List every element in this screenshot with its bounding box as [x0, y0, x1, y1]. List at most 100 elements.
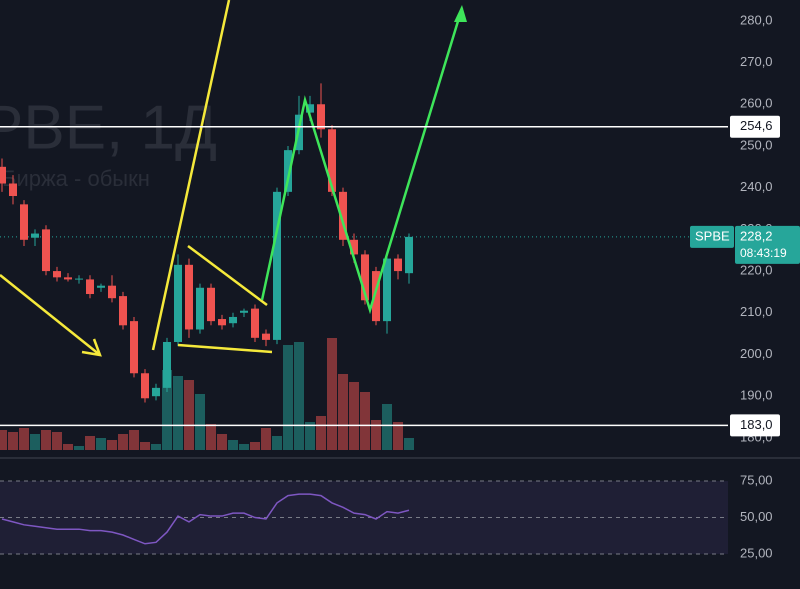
volume-bar [63, 444, 73, 450]
wedge-line [177, 343, 273, 354]
symbol-label: SPBE [695, 228, 730, 243]
volume-bar [151, 444, 161, 450]
forecast-path [260, 7, 464, 315]
candle-body [405, 236, 413, 274]
volume-bar [382, 404, 392, 450]
arrow-head [454, 5, 467, 22]
price-label: 254,6 [740, 118, 773, 133]
y-tick-label: 270,0 [740, 54, 773, 69]
candle-body [350, 239, 358, 255]
volume-bar [283, 345, 293, 450]
volume-bar [8, 432, 18, 450]
candle-body [119, 296, 127, 326]
candle-body [108, 285, 116, 299]
price-label-box [730, 414, 780, 437]
volume-bar [184, 380, 194, 450]
volume-bar [239, 444, 249, 450]
volume-bar [261, 428, 271, 450]
price-label-box [730, 115, 780, 138]
candle-body [240, 310, 248, 313]
y-tick-label: 220,0 [740, 263, 773, 278]
watermark: PBE, 1Д [0, 93, 217, 162]
candle-body [64, 277, 72, 280]
y-tick-label: 250,0 [740, 137, 773, 152]
candle-body [284, 150, 292, 192]
candle-body [251, 308, 259, 338]
volume-bar [0, 430, 7, 450]
volume-bar [272, 436, 282, 450]
y-tick-label: 280,0 [740, 12, 773, 27]
volume-bar [338, 374, 348, 450]
watermark-sub: Биржа - обыкн [2, 166, 150, 191]
price-label: 183,0 [740, 417, 773, 432]
y-tick-label: 190,0 [740, 388, 773, 403]
volume-bar [228, 440, 238, 450]
volume-bar [206, 424, 216, 450]
candle-body [306, 104, 314, 113]
volume-bar [52, 432, 62, 450]
volume-bar [305, 422, 315, 450]
volume-bar [371, 420, 381, 450]
candle-body [207, 287, 215, 322]
candle-body [163, 341, 171, 388]
volume-bar [107, 440, 117, 450]
volume-bar [96, 438, 106, 450]
volume-bar [294, 342, 304, 450]
volume-bar [250, 442, 260, 450]
candle-body [372, 271, 380, 322]
volume-bar [140, 442, 150, 450]
candle-body [196, 287, 204, 330]
volume-bar [327, 338, 337, 450]
volume-bar [118, 434, 128, 450]
candle-body [31, 233, 39, 238]
volume-bar [85, 436, 95, 450]
candle-body [86, 279, 94, 295]
candle-body [174, 264, 182, 342]
volume-bar [360, 392, 370, 450]
candle-body [218, 319, 226, 326]
candle-body [339, 191, 347, 240]
volume-bar [74, 446, 84, 450]
candle-body [0, 166, 6, 184]
candle-body [185, 264, 193, 330]
volume-bar [404, 438, 414, 450]
volume-bar [217, 434, 227, 450]
rsi-line [1, 493, 410, 545]
candle-body [317, 104, 325, 130]
y-tick-label: 260,0 [740, 96, 773, 111]
volume-bar [173, 376, 183, 450]
rsi-tick-label: 50,00 [740, 509, 773, 524]
volume-bar [19, 428, 29, 450]
volume-bar [349, 382, 359, 450]
countdown-label: 08:43:19 [740, 246, 787, 260]
candle-body [328, 129, 336, 192]
volume-bar [393, 422, 403, 450]
candle-body [53, 271, 61, 278]
candle-body [141, 373, 149, 399]
candle-body [20, 204, 28, 240]
candle-body [97, 285, 105, 288]
candle-body [262, 333, 270, 340]
volume-bar [129, 430, 139, 450]
candle-body [152, 387, 160, 397]
y-tick-label: 240,0 [740, 179, 773, 194]
y-tick-label: 210,0 [740, 304, 773, 319]
candle-body [273, 191, 281, 340]
candle-body [394, 258, 402, 272]
volume-bar [30, 434, 40, 450]
candle-body [42, 229, 50, 272]
candle-body [9, 183, 17, 197]
symbol-box [690, 225, 734, 248]
trend-line [151, 0, 231, 351]
arrow-line [0, 274, 101, 356]
arrow-head [81, 338, 102, 357]
annotations [0, 0, 467, 357]
rsi-tick-label: 75,00 [740, 472, 773, 487]
last-price-label: 228,2 [740, 228, 773, 243]
y-tick-label: 200,0 [740, 346, 773, 361]
volume-bar [162, 370, 172, 450]
wedge-line [187, 244, 268, 307]
candle-body [229, 316, 237, 324]
